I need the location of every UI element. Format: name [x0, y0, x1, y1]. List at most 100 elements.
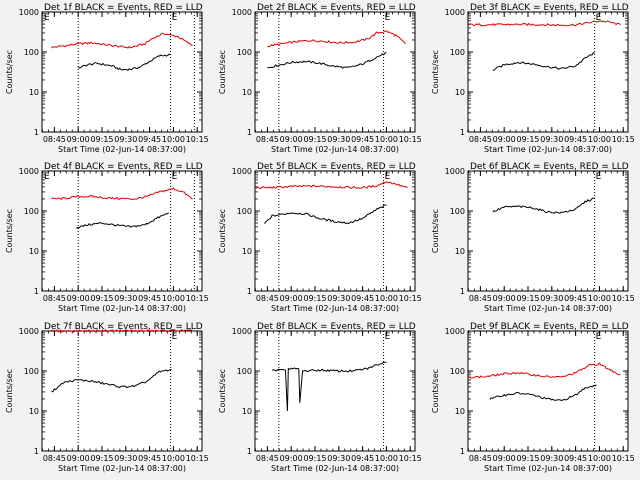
y-tick-label: 1 [34, 447, 39, 456]
plot-frame [41, 11, 203, 133]
events-series-line [489, 384, 597, 402]
x-axis-label: Start Time (02-Jun-14 08:37:00) [484, 304, 612, 313]
x-tick-label: 09:30 [114, 454, 137, 463]
x-tick-label: 09:15 [303, 135, 326, 144]
x-axis-label: Start Time (02-Jun-14 08:37:00) [271, 304, 399, 313]
x-tick-label: 08:45 [43, 135, 66, 144]
lld-series-line [51, 187, 193, 201]
x-tick-label: 10:00 [162, 135, 185, 144]
plot-frame [254, 330, 416, 452]
panel-1: Det 1f BLACK = Events, RED = LLD Counts/s… [5, 3, 209, 154]
x-tick-label: 09:30 [327, 454, 350, 463]
y-axis-label: Counts/sec [431, 209, 440, 253]
panel-title: Det 2f BLACK = Events, RED = LLD [257, 3, 416, 13]
y-axis-label: Counts/sec [431, 50, 440, 94]
panel-4: Det 4f BLACK = Events, RED = LLD Counts/s… [5, 162, 209, 313]
y-tick-label: 1 [460, 447, 465, 456]
y-axis-label: Counts/sec [218, 50, 227, 94]
panel-6: Det 6f BLACK = Events, RED = LLD Counts/s… [431, 162, 635, 313]
x-tick-label: 09:15 [303, 454, 326, 463]
y-tick-label: 1000 [19, 327, 39, 336]
x-tick-label: 10:00 [375, 294, 398, 303]
y-tick-label: 10 [29, 407, 39, 416]
event-marker-label: E [44, 13, 50, 23]
x-tick-label: 08:45 [43, 454, 66, 463]
panel-title: Det 9f BLACK = Events, RED = LLD [470, 322, 629, 332]
events-series-line [77, 53, 171, 72]
event-marker-label: E [385, 13, 391, 23]
x-tick-label: 08:45 [43, 294, 66, 303]
x-axis-label: Start Time (02-Jun-14 08:37:00) [58, 304, 186, 313]
events-series-line [267, 52, 387, 69]
y-tick-label: 10 [242, 88, 252, 97]
x-tick-label: 09:30 [540, 454, 563, 463]
panel-8: Det 8f BLACK = Events, RED = LLD Counts/s… [218, 322, 422, 473]
x-axis-label: Start Time (02-Jun-14 08:37:00) [271, 145, 399, 154]
x-tick-label: 08:45 [469, 294, 492, 303]
x-tick-label: 10:15 [186, 294, 209, 303]
events-series-line [492, 52, 595, 72]
x-tick-label: 09:00 [280, 294, 303, 303]
plot-frame [254, 170, 416, 292]
x-axis-label: Start Time (02-Jun-14 08:37:00) [484, 464, 612, 473]
x-tick-label: 09:45 [564, 135, 587, 144]
x-tick-label: 09:45 [564, 454, 587, 463]
x-tick-label: 10:00 [162, 454, 185, 463]
x-tick-label: 09:45 [138, 294, 161, 303]
y-tick-label: 100 [237, 207, 252, 216]
x-tick-label: 09:45 [351, 294, 374, 303]
y-axis-label: Counts/sec [5, 369, 14, 413]
x-tick-label: 09:45 [138, 135, 161, 144]
y-tick-label: 10 [455, 88, 465, 97]
y-tick-label: 1 [34, 128, 39, 137]
y-tick-label: 1000 [232, 167, 252, 176]
x-tick-label: 08:45 [469, 135, 492, 144]
x-axis-label: Start Time (02-Jun-14 08:37:00) [58, 464, 186, 473]
panel-5: Det 5f BLACK = Events, RED = LLD Counts/s… [218, 162, 422, 313]
panel-2: Det 2f BLACK = Events, RED = LLD Counts/s… [218, 3, 422, 154]
events-series-line [492, 197, 595, 215]
x-tick-label: 09:00 [67, 454, 90, 463]
y-tick-label: 1000 [232, 8, 252, 17]
y-tick-label: 1000 [232, 327, 252, 336]
plot-frame [467, 170, 629, 292]
x-tick-label: 08:45 [256, 135, 279, 144]
lld-series-line [254, 181, 408, 190]
y-tick-label: 100 [24, 207, 39, 216]
x-tick-label: 09:30 [540, 294, 563, 303]
event-marker-label: E [172, 172, 178, 182]
y-tick-label: 100 [24, 367, 39, 376]
lld-series-line [51, 32, 193, 49]
x-tick-label: 09:30 [114, 135, 137, 144]
panel-title: Det 6f BLACK = Events, RED = LLD [470, 162, 629, 172]
event-marker-label: E [385, 172, 391, 182]
x-tick-label: 08:45 [256, 294, 279, 303]
plot-frame [41, 170, 203, 292]
y-tick-label: 1000 [19, 8, 39, 17]
x-tick-label: 09:45 [564, 294, 587, 303]
x-tick-label: 09:00 [493, 294, 516, 303]
y-tick-label: 1000 [19, 167, 39, 176]
x-tick-label: 10:00 [375, 454, 398, 463]
x-tick-label: 09:15 [516, 454, 539, 463]
plot-frame [467, 330, 629, 452]
y-tick-label: 1 [247, 287, 252, 296]
x-tick-label: 09:15 [90, 454, 113, 463]
x-tick-label: 10:00 [588, 294, 611, 303]
panel-title: Det 8f BLACK = Events, RED = LLD [257, 322, 416, 332]
x-tick-label: 10:15 [399, 294, 422, 303]
panel-title: Det 4f BLACK = Events, RED = LLD [44, 162, 203, 172]
events-series-line [51, 368, 172, 393]
lld-series-line [51, 328, 193, 333]
x-tick-label: 09:15 [90, 294, 113, 303]
y-tick-label: 10 [455, 407, 465, 416]
y-tick-label: 100 [237, 48, 252, 57]
y-tick-label: 1 [247, 128, 252, 137]
panel-title: Det 1f BLACK = Events, RED = LLD [44, 3, 203, 13]
y-tick-label: 1 [460, 128, 465, 137]
y-tick-label: 1 [247, 447, 252, 456]
x-tick-label: 09:30 [327, 135, 350, 144]
panel-9: Det 9f BLACK = Events, RED = LLD Counts/s… [431, 322, 635, 473]
events-series-line [76, 212, 169, 229]
y-tick-label: 1000 [445, 8, 465, 17]
